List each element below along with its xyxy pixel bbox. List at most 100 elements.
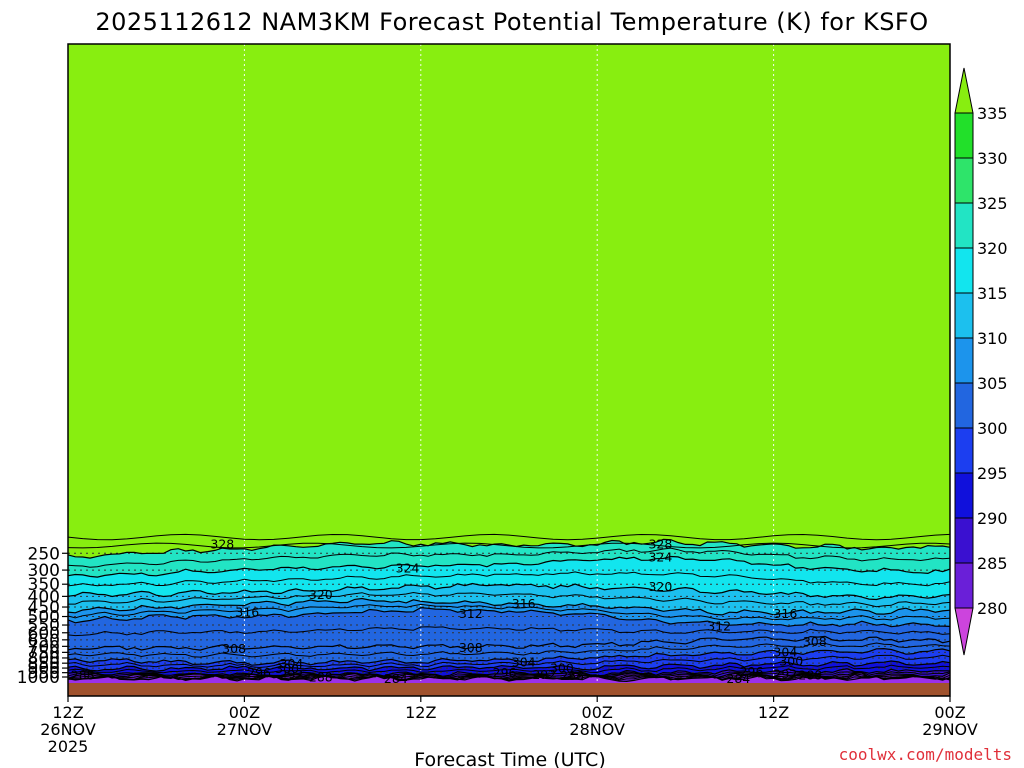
contour-label: 296 bbox=[247, 665, 271, 680]
contour-label-text: 296 bbox=[740, 664, 764, 679]
x-tick-label: 12Z bbox=[758, 703, 789, 722]
contour-line-minor bbox=[68, 571, 950, 587]
contour-line-minor bbox=[68, 547, 950, 568]
chart-title: 2025112612 NAM3KM Forecast Potential Tem… bbox=[95, 8, 928, 36]
contour-line bbox=[68, 555, 950, 578]
y-axis: 2503003504004505005506006507007508008509… bbox=[17, 544, 68, 688]
contour-label: 316 bbox=[512, 596, 536, 611]
contour-label-text: 312 bbox=[459, 606, 483, 621]
contour-label-text: 320 bbox=[309, 587, 333, 602]
y-tick-label: 450 bbox=[28, 598, 60, 618]
contour-label-text: 296 bbox=[493, 665, 517, 680]
contour-label: 288 bbox=[309, 670, 333, 685]
contour-label: 292 bbox=[280, 667, 304, 682]
contour-label: 324 bbox=[648, 550, 672, 565]
contour-label-text: 288 bbox=[560, 668, 584, 683]
colorbar-swatch bbox=[954, 472, 974, 519]
contour-label: 300 bbox=[275, 661, 299, 676]
contour-label-text: 324 bbox=[648, 550, 672, 565]
contour-line bbox=[68, 660, 950, 672]
colorbar-extend-top bbox=[954, 67, 974, 114]
contour-label-text: 304 bbox=[773, 645, 797, 660]
y-tick-label: 950 bbox=[28, 664, 60, 684]
contour-label: 296 bbox=[740, 664, 764, 679]
contour-line bbox=[68, 582, 950, 601]
x-tick-label: 12Z bbox=[405, 703, 436, 722]
contour-line bbox=[68, 606, 950, 628]
contour-line-minor bbox=[68, 642, 950, 658]
y-tick-label: 300 bbox=[28, 561, 60, 581]
contour-label-text: 284 bbox=[384, 671, 408, 686]
colorbar: 335 330 325 320 315 310 305 300 295 290 285 280 bbox=[954, 67, 1008, 656]
contour-line bbox=[68, 647, 950, 666]
colorbar-tick-label: 330 bbox=[977, 149, 1008, 168]
x-tick-label: 29NOV bbox=[922, 720, 978, 739]
contour-label-text: 328 bbox=[648, 537, 672, 552]
colorbar-swatch bbox=[954, 112, 974, 159]
contour-label-text: 288 bbox=[71, 667, 95, 682]
colorbar-swatch bbox=[954, 382, 974, 429]
colorbar-tick-label: 305 bbox=[977, 374, 1008, 393]
y-tick-label: 250 bbox=[28, 544, 60, 564]
x-tick-label: 2025 bbox=[48, 737, 89, 756]
contour-label-text: 324 bbox=[396, 561, 420, 576]
contour-line bbox=[68, 597, 950, 616]
colorbar-tick-label: 285 bbox=[977, 554, 1008, 573]
contour-label-text: 304 bbox=[280, 656, 304, 671]
contour-label-text: 316 bbox=[512, 596, 536, 611]
colorbar-extend-bottom bbox=[954, 607, 974, 656]
y-tick-label: 800 bbox=[28, 649, 60, 669]
x-tick-label: 00Z bbox=[582, 703, 613, 722]
colorbar-swatch bbox=[954, 562, 974, 609]
terrain-fill bbox=[68, 683, 950, 696]
contour-label: 308 bbox=[459, 640, 483, 655]
grid-lines bbox=[68, 44, 950, 696]
contour-line-minor bbox=[68, 626, 950, 637]
y-tick-label: 500 bbox=[28, 608, 60, 628]
credit-text: coolwx.com/modelts bbox=[839, 745, 1012, 764]
contour-label-text: 308 bbox=[222, 641, 246, 656]
plot-frame bbox=[67, 43, 951, 697]
contour-label: 304 bbox=[512, 655, 536, 670]
contour-label-text: 288 bbox=[309, 670, 333, 685]
colorbar-tick-label: 320 bbox=[977, 239, 1008, 258]
x-tick-label: 00Z bbox=[229, 703, 260, 722]
colorbar-swatch bbox=[954, 247, 974, 294]
colorbar-swatch bbox=[954, 157, 974, 204]
contour-label: 312 bbox=[707, 619, 731, 634]
contour-label: 316 bbox=[773, 606, 797, 621]
colorbar-tick-label: 295 bbox=[977, 464, 1008, 483]
colorbar-tick-label: 325 bbox=[977, 194, 1008, 213]
x-tick-label: 26NOV bbox=[40, 720, 96, 739]
x-tick-label: 28NOV bbox=[569, 720, 625, 739]
contour-label: 328 bbox=[648, 537, 672, 552]
y-tick-label: 750 bbox=[28, 643, 60, 663]
y-tick-label: 350 bbox=[28, 575, 60, 595]
contour-label: 300 bbox=[779, 653, 803, 668]
colorbar-tick-label: 315 bbox=[977, 284, 1008, 303]
x-tick-label: 00Z bbox=[934, 703, 965, 722]
contour-label: 300 bbox=[550, 661, 574, 676]
y-tick-label: 900 bbox=[28, 659, 60, 679]
x-axis-label: Forecast Time (UTC) bbox=[414, 749, 605, 768]
contour-label-text: 292 bbox=[280, 667, 304, 682]
contour-label-text: 312 bbox=[707, 619, 731, 634]
y-tick-label: 700 bbox=[28, 637, 60, 657]
y-tick-label: 400 bbox=[28, 587, 60, 607]
y-tick-label: 550 bbox=[28, 616, 60, 636]
colorbar-swatch bbox=[954, 517, 974, 564]
contour-label-text: 292 bbox=[773, 666, 797, 681]
contour-label: 288 bbox=[560, 668, 584, 683]
colorbar-swatch bbox=[954, 337, 974, 384]
x-tick-label: 27NOV bbox=[217, 720, 273, 739]
contour-label: 292 bbox=[773, 666, 797, 681]
contour-line-minor bbox=[68, 603, 950, 621]
contour-lines bbox=[68, 533, 950, 683]
contour-label: 304 bbox=[773, 645, 797, 660]
contour-label: 284 bbox=[726, 671, 750, 686]
contour-label: 288 bbox=[71, 667, 95, 682]
contour-label-text: 292 bbox=[532, 667, 556, 682]
terrain-band bbox=[68, 683, 950, 696]
